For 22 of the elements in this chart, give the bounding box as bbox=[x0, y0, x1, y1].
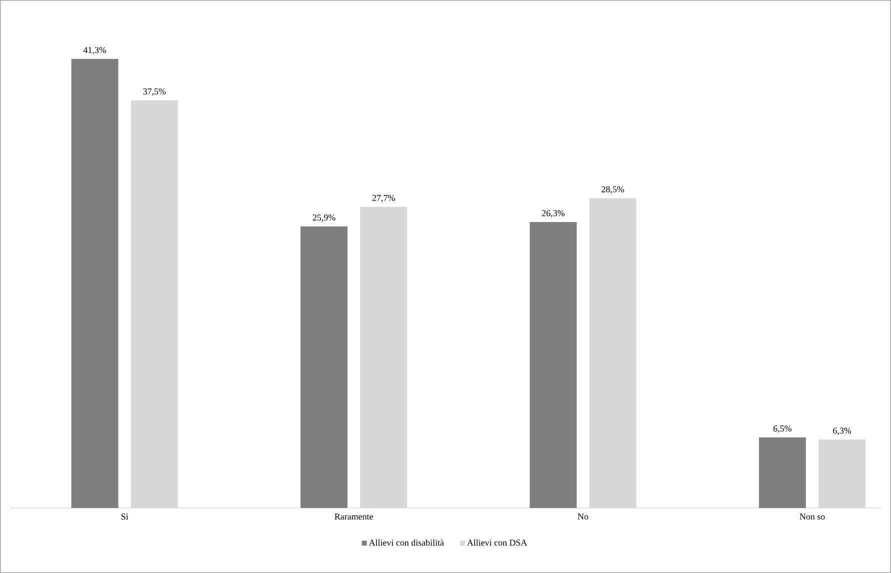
data-label: 37,5% bbox=[143, 88, 166, 96]
bar bbox=[300, 226, 348, 508]
data-label: 28,5% bbox=[602, 186, 624, 194]
x-tick-label: No bbox=[578, 514, 588, 520]
x-tick-label: Non so bbox=[800, 514, 825, 520]
bar bbox=[130, 100, 178, 508]
data-label: 25,9% bbox=[312, 214, 336, 222]
bar bbox=[758, 437, 806, 508]
bar bbox=[71, 58, 118, 508]
bar bbox=[818, 439, 866, 508]
data-label: 26,3% bbox=[542, 210, 565, 218]
bar bbox=[589, 198, 636, 508]
data-label: 6,5% bbox=[774, 425, 792, 433]
data-label: 27,7% bbox=[372, 194, 395, 202]
x-tick-label: Si bbox=[121, 514, 128, 520]
bar bbox=[360, 206, 408, 508]
x-tick-label: Raramente bbox=[334, 514, 373, 520]
data-label: 41,3% bbox=[83, 47, 106, 54]
bar bbox=[530, 222, 577, 508]
legend-label: Allievi con DSA bbox=[467, 539, 528, 546]
legend-label: Allievi con disabilità bbox=[368, 539, 444, 546]
data-label: 6,3% bbox=[833, 428, 852, 435]
